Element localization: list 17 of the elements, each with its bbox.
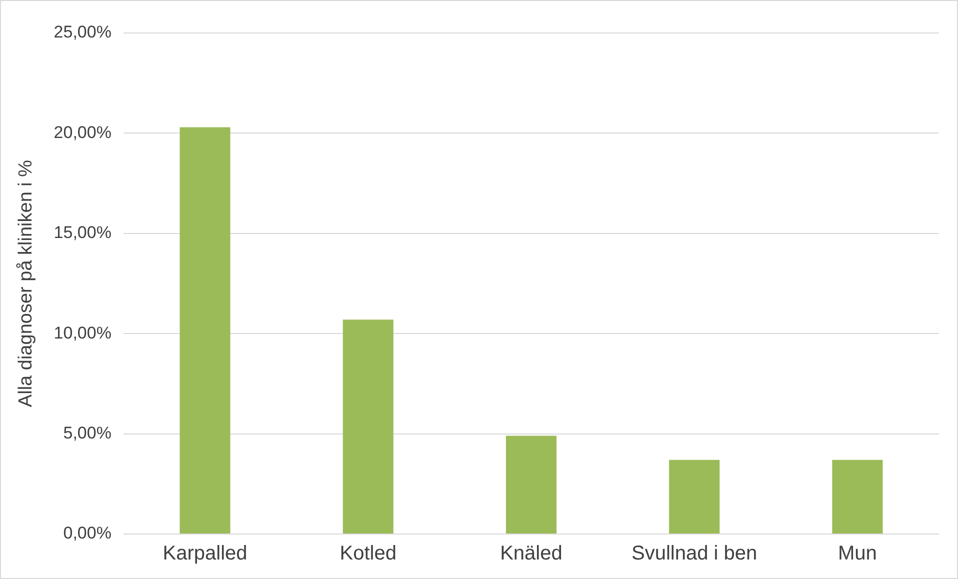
bar [506, 436, 557, 534]
y-tick-label: 15,00% [54, 223, 112, 242]
y-tick-label: 5,00% [63, 423, 112, 442]
bar [180, 127, 230, 534]
y-tick-label: 25,00% [54, 22, 112, 42]
x-tick-label: Kotled [340, 542, 396, 565]
y-tick-label: 0,00% [63, 524, 112, 543]
y-axis-title: Alla diagnoser på kliniken i % [16, 160, 37, 408]
x-tick-label: Svullnad i ben [632, 542, 758, 565]
bar [832, 460, 883, 534]
x-tick-label: Mun [838, 542, 877, 565]
bar [342, 320, 394, 534]
y-tick-label: 10,00% [54, 323, 112, 342]
bar [669, 460, 720, 534]
x-tick-label: Knäled [500, 542, 562, 565]
x-tick-label: Karpalled [162, 542, 248, 565]
y-tick-label: 20,00% [54, 122, 112, 142]
